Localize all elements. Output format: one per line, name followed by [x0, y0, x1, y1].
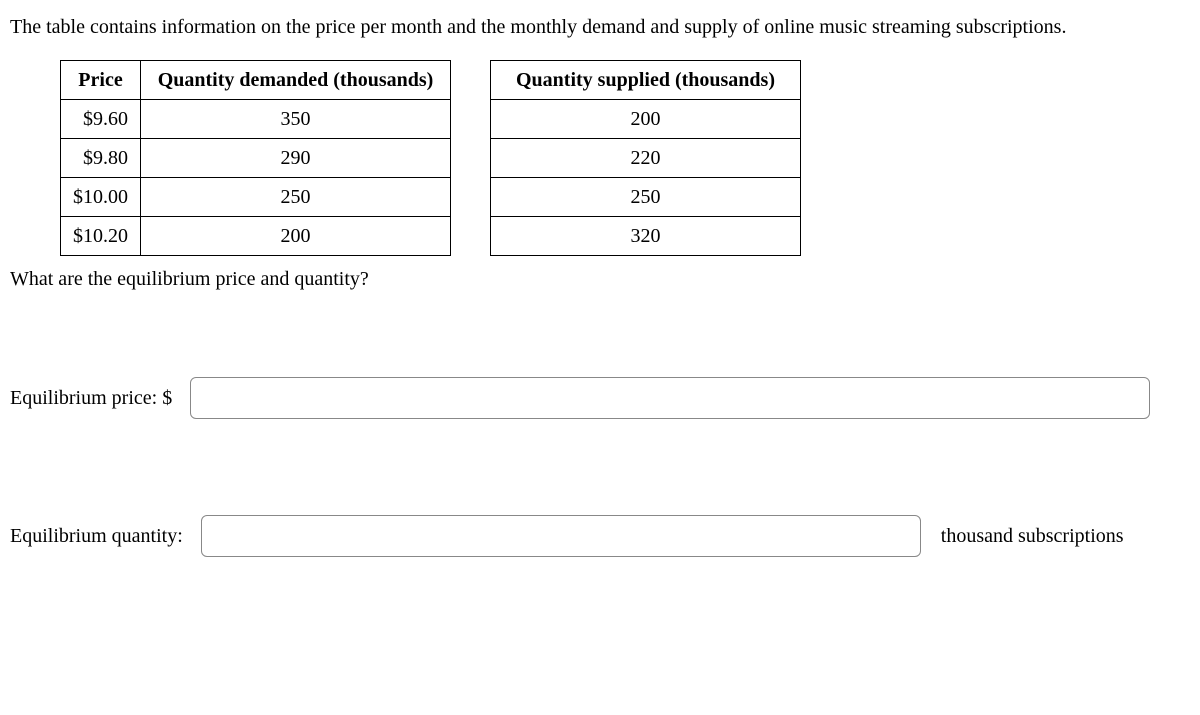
equilibrium-price-label: Equilibrium price: $: [10, 387, 172, 410]
table-row: $9.60 350 200: [61, 100, 801, 139]
cell-supplied: 250: [491, 178, 801, 217]
cell-demanded: 250: [141, 178, 451, 217]
cell-price: $9.80: [61, 139, 141, 178]
table-row: $10.20 200 320: [61, 217, 801, 256]
cell-supplied: 200: [491, 100, 801, 139]
equilibrium-quantity-unit: thousand subscriptions: [941, 525, 1124, 548]
cell-price: $9.60: [61, 100, 141, 139]
cell-demanded: 200: [141, 217, 451, 256]
supply-demand-table: Price Quantity demanded (thousands) Quan…: [60, 60, 801, 256]
cell-price: $10.00: [61, 178, 141, 217]
col-header-price: Price: [61, 61, 141, 100]
equilibrium-quantity-input[interactable]: [201, 515, 921, 557]
cell-supplied: 220: [491, 139, 801, 178]
cell-supplied: 320: [491, 217, 801, 256]
table-row: $9.80 290 220: [61, 139, 801, 178]
table-gap: [451, 139, 491, 178]
equilibrium-quantity-row: Equilibrium quantity: thousand subscript…: [10, 515, 1190, 557]
cell-demanded: 350: [141, 100, 451, 139]
col-header-demanded: Quantity demanded (thousands): [141, 61, 451, 100]
table-row: $10.00 250 250: [61, 178, 801, 217]
equilibrium-price-row: Equilibrium price: $: [10, 377, 1190, 419]
table-gap: [451, 61, 491, 100]
cell-demanded: 290: [141, 139, 451, 178]
col-header-supplied: Quantity supplied (thousands): [491, 61, 801, 100]
table-header-row: Price Quantity demanded (thousands) Quan…: [61, 61, 801, 100]
table-gap: [451, 217, 491, 256]
equilibrium-price-input[interactable]: [190, 377, 1150, 419]
cell-price: $10.20: [61, 217, 141, 256]
data-table-container: Price Quantity demanded (thousands) Quan…: [60, 60, 1190, 256]
equilibrium-quantity-label: Equilibrium quantity:: [10, 525, 183, 548]
question-text: What are the equilibrium price and quant…: [10, 268, 1190, 291]
intro-text: The table contains information on the pr…: [10, 12, 1190, 42]
table-gap: [451, 178, 491, 217]
table-gap: [451, 100, 491, 139]
